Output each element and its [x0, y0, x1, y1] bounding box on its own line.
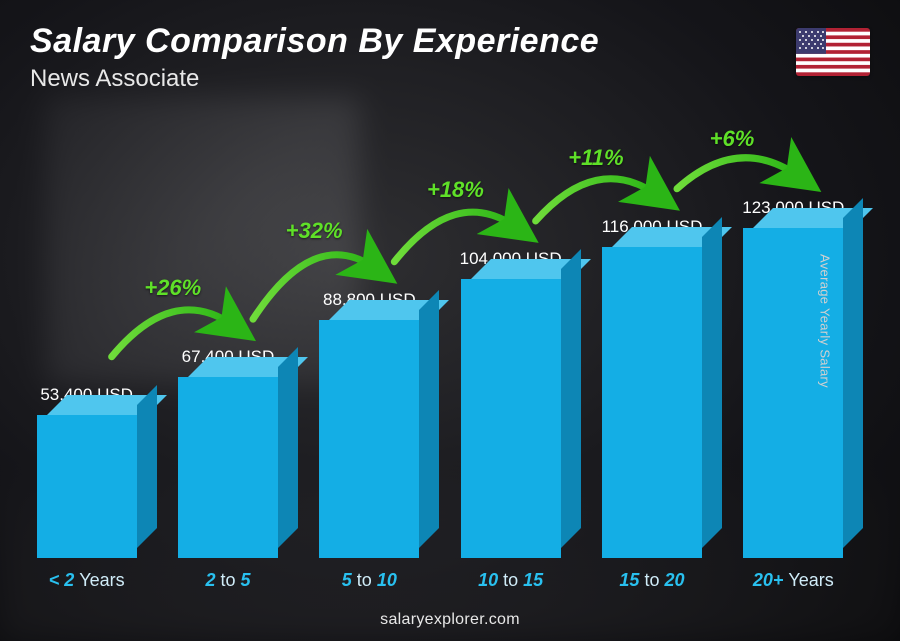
bar-group: 116,000 USD15 to 20	[585, 120, 718, 591]
percent-increase-label: +32%	[286, 218, 343, 244]
bar	[602, 247, 702, 558]
percent-increase-label: +18%	[427, 177, 484, 203]
bar-group: 123,000 USD20+ Years	[727, 120, 860, 591]
percent-increase-label: +11%	[568, 145, 623, 171]
bar-x-label: 15 to 20	[619, 570, 684, 591]
bar	[461, 279, 561, 558]
header: Salary Comparison By Experience News Ass…	[30, 22, 599, 93]
page-subtitle: News Associate	[30, 65, 599, 93]
bar-group: 88,800 USD5 to 10	[303, 120, 436, 591]
bar	[178, 377, 278, 558]
bar-x-label: < 2 Years	[49, 570, 125, 591]
bar-x-label: 10 to 15	[478, 570, 543, 591]
bar	[319, 320, 419, 558]
bar-x-label: 20+ Years	[753, 570, 834, 591]
bar	[37, 415, 137, 558]
y-axis-label: Average Yearly Salary	[818, 254, 833, 388]
footer-attribution: salaryexplorer.com	[0, 611, 900, 629]
percent-increase-label: +26%	[144, 275, 201, 301]
bar-x-label: 2 to 5	[205, 570, 250, 591]
bar-x-label: 5 to 10	[342, 570, 397, 591]
bar-group: 53,400 USD< 2 Years	[20, 120, 153, 591]
page-title: Salary Comparison By Experience	[30, 22, 599, 61]
flag-icon	[796, 28, 870, 76]
percent-increase-label: +6%	[710, 126, 755, 152]
bar-group: 67,400 USD2 to 5	[161, 120, 294, 591]
